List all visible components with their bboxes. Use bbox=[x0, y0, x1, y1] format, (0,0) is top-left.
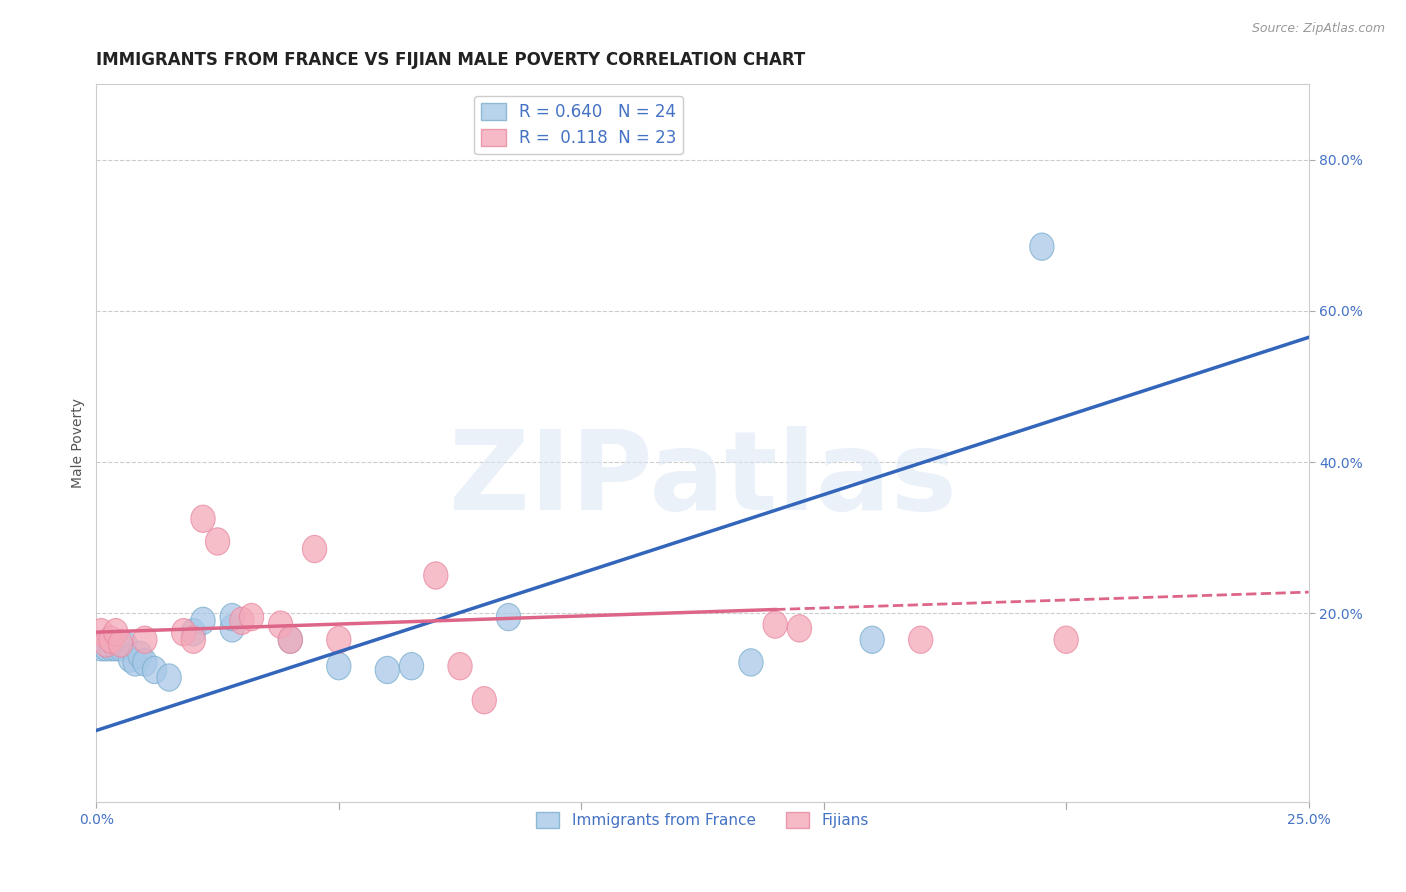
Ellipse shape bbox=[142, 657, 167, 683]
Text: IMMIGRANTS FROM FRANCE VS FIJIAN MALE POVERTY CORRELATION CHART: IMMIGRANTS FROM FRANCE VS FIJIAN MALE PO… bbox=[97, 51, 806, 69]
Ellipse shape bbox=[181, 626, 205, 653]
Ellipse shape bbox=[98, 626, 122, 653]
Ellipse shape bbox=[191, 505, 215, 533]
Ellipse shape bbox=[108, 633, 132, 661]
Ellipse shape bbox=[449, 653, 472, 680]
Ellipse shape bbox=[496, 603, 520, 631]
Ellipse shape bbox=[108, 630, 132, 657]
Ellipse shape bbox=[118, 645, 142, 673]
Ellipse shape bbox=[908, 626, 932, 653]
Ellipse shape bbox=[172, 618, 195, 646]
Ellipse shape bbox=[472, 687, 496, 714]
Legend: Immigrants from France, Fijians: Immigrants from France, Fijians bbox=[530, 805, 875, 834]
Ellipse shape bbox=[132, 626, 157, 653]
Ellipse shape bbox=[375, 657, 399, 683]
Ellipse shape bbox=[302, 535, 326, 563]
Ellipse shape bbox=[239, 603, 264, 631]
Ellipse shape bbox=[114, 632, 138, 658]
Ellipse shape bbox=[787, 615, 811, 642]
Ellipse shape bbox=[738, 648, 763, 676]
Ellipse shape bbox=[1029, 233, 1054, 260]
Ellipse shape bbox=[89, 633, 114, 661]
Ellipse shape bbox=[132, 648, 157, 676]
Ellipse shape bbox=[89, 618, 114, 646]
Text: Source: ZipAtlas.com: Source: ZipAtlas.com bbox=[1251, 22, 1385, 36]
Ellipse shape bbox=[104, 618, 128, 646]
Ellipse shape bbox=[860, 626, 884, 653]
Ellipse shape bbox=[326, 653, 352, 680]
Ellipse shape bbox=[157, 664, 181, 691]
Ellipse shape bbox=[219, 603, 245, 631]
Ellipse shape bbox=[278, 626, 302, 653]
Ellipse shape bbox=[219, 615, 245, 642]
Ellipse shape bbox=[98, 633, 122, 661]
Ellipse shape bbox=[122, 648, 148, 676]
Ellipse shape bbox=[191, 607, 215, 634]
Ellipse shape bbox=[104, 633, 128, 661]
Y-axis label: Male Poverty: Male Poverty bbox=[72, 398, 86, 488]
Ellipse shape bbox=[181, 618, 205, 646]
Ellipse shape bbox=[128, 641, 152, 668]
Ellipse shape bbox=[326, 626, 352, 653]
Text: ZIPatlas: ZIPatlas bbox=[449, 425, 956, 533]
Ellipse shape bbox=[1054, 626, 1078, 653]
Ellipse shape bbox=[278, 626, 302, 653]
Ellipse shape bbox=[399, 653, 423, 680]
Ellipse shape bbox=[423, 562, 449, 589]
Ellipse shape bbox=[94, 633, 118, 661]
Ellipse shape bbox=[763, 611, 787, 639]
Ellipse shape bbox=[205, 528, 229, 555]
Ellipse shape bbox=[269, 611, 292, 639]
Ellipse shape bbox=[94, 630, 118, 657]
Ellipse shape bbox=[229, 607, 254, 634]
